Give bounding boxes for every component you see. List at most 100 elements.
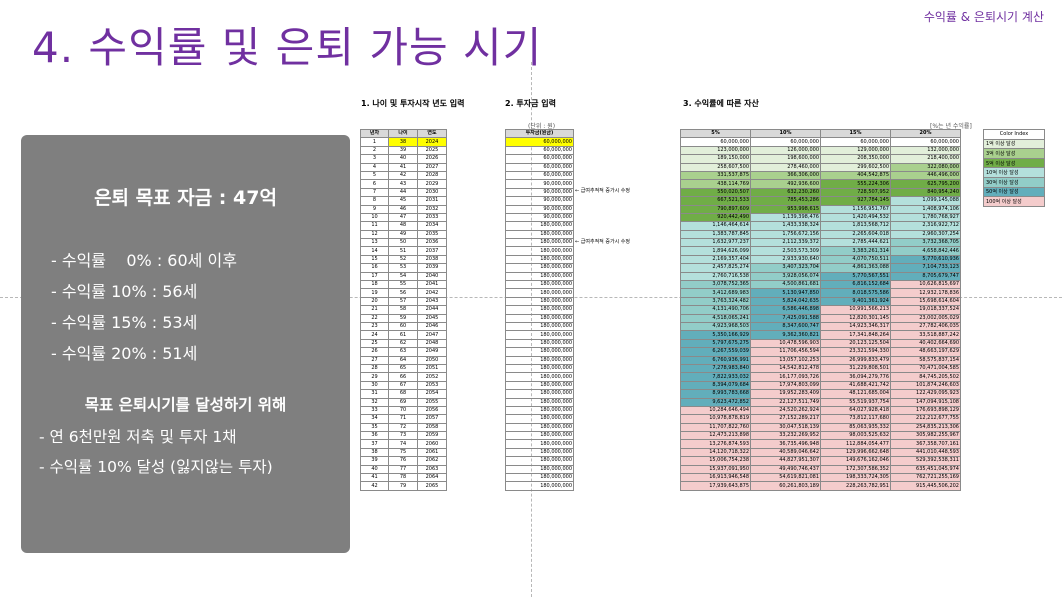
investment-cell: 180,000,000 [505, 464, 574, 475]
asset-cell: 3,928,056,074 [750, 271, 821, 282]
asset-cell: 10,626,815,697 [890, 280, 961, 290]
year-cell: 2048 [417, 338, 447, 349]
asset-cell: 198,333,724,305 [820, 472, 891, 483]
asset-cell: 17,341,848,264 [820, 330, 891, 340]
table-row: 180,000,000 [505, 288, 574, 298]
year-cell: 2053 [417, 380, 447, 391]
asset-cell: 3,407,323,704 [750, 263, 821, 273]
investment-cell: 180,000,000 [505, 338, 574, 349]
age-cell: 45 [388, 196, 418, 206]
asset-cell: 7,278,983,840 [680, 363, 751, 374]
table-row: 25 62 2048 [360, 338, 447, 349]
table-row: 180,000,000 [505, 330, 574, 340]
goal-subtitle: 목표 은퇴시기를 달성하기 위해 [84, 396, 287, 414]
table-row: 35 72 2058 [360, 422, 447, 433]
asset-cell: 12,932,178,836 [890, 288, 961, 298]
asset-cell: 4,131,490,706 [680, 305, 751, 315]
year-cell: 2038 [417, 254, 447, 265]
year-index-cell: 12 [360, 229, 389, 240]
table-row: 4,131,490,706 6,586,446,898 10,991,566,213… [680, 305, 961, 315]
age-cell: 51 [388, 246, 418, 256]
asset-cell: 15,698,614,604 [890, 296, 961, 307]
table-row: 180,000,000 [505, 271, 574, 282]
table-row: 180,000,000 [505, 456, 574, 466]
year-index-cell: 22 [360, 313, 389, 324]
year-cell: 2062 [417, 456, 447, 466]
table-header-row: 투자금(원금) [505, 128, 574, 139]
asset-cell: 2,457,825,274 [680, 263, 751, 273]
asset-cell: 9,623,472,852 [680, 397, 751, 407]
table-row: 13 50 2036 [360, 238, 447, 248]
asset-cell: 33,518,887,242 [890, 330, 961, 340]
legend-item: 30억 이상 달성 [983, 176, 1045, 188]
column-header: 년차 [360, 128, 389, 139]
asset-cell: 11,706,456,594 [750, 347, 821, 357]
year-index-cell: 24 [360, 330, 389, 340]
asset-cell: 129,996,662,648 [820, 447, 891, 458]
table-row: 180,000,000 [505, 414, 574, 424]
year-index-cell: 19 [360, 288, 389, 298]
table-row: 60,000,000 [505, 154, 574, 164]
asset-cell: 11,707,822,760 [680, 422, 751, 433]
asset-cell: 254,835,213,306 [890, 422, 961, 433]
age-cell: 60 [388, 321, 418, 332]
asset-cell: 7,822,933,032 [680, 372, 751, 382]
year-cell: 2061 [417, 447, 447, 458]
table-row: 180,000,000 [505, 347, 574, 357]
return-rate-0: - 수익률 0% : 60세 이후 [51, 251, 237, 270]
asset-cell: 1,780,768,927 [890, 212, 961, 223]
asset-cell: 258,607,500 [680, 162, 751, 172]
age-cell: 53 [388, 263, 418, 273]
column-header: 10% [750, 128, 821, 139]
table-row: 90,000,000 [505, 212, 574, 223]
table-row: 180,000,000 [505, 238, 574, 248]
asset-cell: 632,230,260 [750, 187, 821, 198]
asset-cell: 22,127,511,749 [750, 397, 821, 407]
asset-cell: 31,229,808,501 [820, 363, 891, 374]
asset-cell: 2,760,716,538 [680, 271, 751, 282]
investment-cell: 90,000,000 [505, 196, 574, 206]
year-cell: 2041 [417, 280, 447, 290]
year-cell: 2037 [417, 246, 447, 256]
legend-row: 3억 이상 달성 [983, 148, 1045, 159]
asset-cell: 20,123,125,504 [820, 338, 891, 349]
table-row: 180,000,000 [505, 296, 574, 307]
asset-cell: 189,150,000 [680, 154, 751, 164]
asset-cell: 1,146,464,614 [680, 221, 751, 231]
table-row: 920,442,490 1,139,398,476 1,420,494,532 1,7… [680, 212, 961, 223]
asset-cell: 33,232,269,952 [750, 431, 821, 441]
asset-cell: 17,939,643,875 [680, 481, 751, 491]
asset-cell: 60,000,000 [680, 137, 751, 147]
investment-cell: 60,000,000 [505, 137, 574, 147]
age-cell: 65 [388, 363, 418, 374]
asset-cell: 49,490,746,437 [750, 464, 821, 475]
year-index-cell: 30 [360, 380, 389, 391]
year-cell: 2063 [417, 464, 447, 475]
year-index-cell: 42 [360, 481, 389, 491]
asset-cell: 10,978,878,819 [680, 414, 751, 424]
year-cell: 2027 [417, 162, 447, 172]
asset-cell: 112,884,054,477 [820, 439, 891, 449]
table-row: 5 42 2028 [360, 170, 447, 181]
asset-cell: 1,420,494,532 [820, 212, 891, 223]
year-index-cell: 39 [360, 456, 389, 466]
investment-cell: 180,000,000 [505, 372, 574, 382]
investment-cell: 180,000,000 [505, 296, 574, 307]
investment-cell: 60,000,000 [505, 170, 574, 181]
table-row: 9,623,472,852 22,127,511,749 55,519,937,75… [680, 397, 961, 407]
asset-cell: 6,267,559,039 [680, 347, 751, 357]
column-header: 나이 [388, 128, 418, 139]
table-row: 790,897,609 953,998,615 1,156,951,767 1,408… [680, 204, 961, 214]
asset-cell: 27,152,289,217 [750, 414, 821, 424]
table-row: 23 60 2046 [360, 321, 447, 332]
table-row: 30 67 2053 [360, 380, 447, 391]
salary-note-1: ← 급여추적적 증가시 수정 [575, 188, 630, 194]
table-row: 20 57 2043 [360, 296, 447, 307]
year-cell: 2059 [417, 431, 447, 441]
age-cell: 55 [388, 280, 418, 290]
table-row: 37 74 2060 [360, 439, 447, 449]
year-index-cell: 33 [360, 405, 389, 416]
year-cell: 2049 [417, 347, 447, 357]
table-row: 11 48 2034 [360, 221, 447, 231]
year-index-cell: 9 [360, 204, 389, 214]
